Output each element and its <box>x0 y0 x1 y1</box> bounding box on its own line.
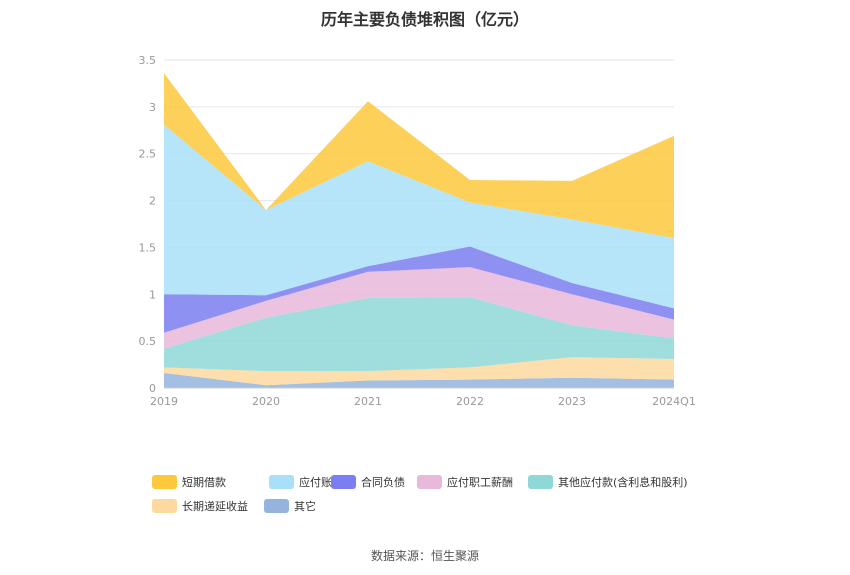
y-tick-label: 3.5 <box>139 54 157 67</box>
x-tick-label: 2024Q1 <box>652 395 696 408</box>
x-tick-label: 2020 <box>252 395 280 408</box>
area-series-3 <box>164 267 674 349</box>
legend-label[interactable]: 长期递延收益 <box>182 499 248 513</box>
y-tick-label: 3 <box>149 101 156 114</box>
y-tick-label: 0.5 <box>139 335 157 348</box>
x-tick-label: 2022 <box>456 395 484 408</box>
y-axis: 0 0.5 1 1.5 2 2.5 3 3.5 <box>139 54 157 395</box>
x-axis: 2019 2020 2021 2022 2023 2024Q1 <box>150 387 696 408</box>
y-tick-label: 1 <box>149 288 156 301</box>
legend-label[interactable]: 合同负债 <box>361 475 405 489</box>
legend-swatch[interactable] <box>417 475 442 489</box>
x-tick-label: 2019 <box>150 395 178 408</box>
legend-swatch[interactable] <box>152 499 177 513</box>
legend-swatch[interactable] <box>331 475 356 489</box>
area-series-4 <box>164 246 674 333</box>
legend-swatch[interactable] <box>152 475 177 489</box>
area-series-1 <box>164 357 674 386</box>
y-tick-label: 1.5 <box>139 241 157 254</box>
legend-label[interactable]: 其他应付款(含利息和股利) <box>558 475 688 489</box>
legend-label[interactable]: 短期借款 <box>182 475 226 489</box>
y-tick-label: 2 <box>149 195 156 208</box>
area-series <box>164 73 674 388</box>
legend-label[interactable]: 其它 <box>294 499 316 513</box>
y-tick-label: 0 <box>149 382 156 395</box>
x-tick-label: 2021 <box>354 395 382 408</box>
legend-label[interactable]: 应付职工薪酬 <box>447 475 513 489</box>
y-tick-label: 2.5 <box>139 148 157 161</box>
area-series-5 <box>164 124 674 309</box>
area-series-2 <box>164 297 674 372</box>
area-series-0 <box>164 373 674 388</box>
legend-swatch[interactable] <box>264 499 289 513</box>
legend: 短期借款 应付账款 合同负债 应付职工薪酬 其他应付款(含利息和股利)长期递延收益 其它 <box>152 475 688 513</box>
legend-swatch[interactable] <box>528 475 553 489</box>
source-note: 数据来源：恒生聚源 <box>370 549 479 563</box>
area-series-6 <box>164 73 674 239</box>
legend-swatch[interactable] <box>269 475 294 489</box>
chart-title: 历年主要负债堆积图（亿元） <box>320 10 529 29</box>
x-tick-label: 2023 <box>558 395 586 408</box>
